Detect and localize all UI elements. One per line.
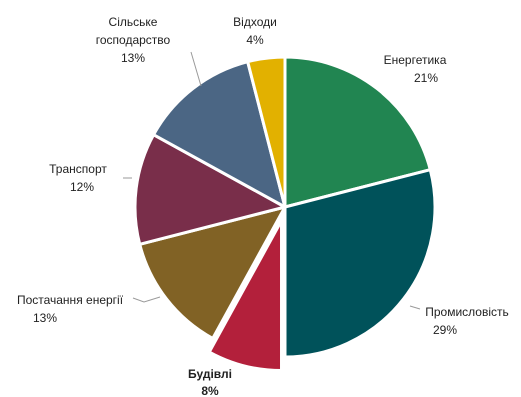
slice-name-label-6: Сільське bbox=[109, 15, 158, 29]
leader-line-6 bbox=[190, 51, 202, 87]
slice-value-label-5: 12% bbox=[70, 180, 94, 194]
pie-slice-7 bbox=[246, 55, 287, 209]
pie-slice-5 bbox=[133, 133, 287, 246]
slice-name-label-7: Відходи bbox=[233, 15, 277, 29]
slice-name-label-4: Постачання енергії bbox=[17, 293, 124, 307]
slice-name-label-6: господарство bbox=[96, 33, 171, 47]
slice-value-label-3: 8% bbox=[201, 384, 219, 397]
pie-slice-2 bbox=[283, 168, 437, 359]
slice-name-label-5: Транспорт bbox=[49, 162, 107, 176]
pie-slice-4 bbox=[138, 205, 287, 340]
slice-name-label-1: Енергетика bbox=[384, 53, 447, 67]
pie-slice-3 bbox=[207, 219, 284, 373]
slice-value-label-2: 29% bbox=[433, 323, 457, 337]
slice-value-label-6: 13% bbox=[121, 51, 145, 65]
pie-slice-1 bbox=[283, 55, 432, 209]
leader-line-2 bbox=[409, 305, 421, 310]
slice-value-label-4: 13% bbox=[33, 311, 57, 325]
slice-name-label-2: Промисловість bbox=[425, 305, 509, 319]
slice-name-label-3: Будівлі bbox=[188, 367, 232, 381]
slice-value-label-1: 21% bbox=[414, 71, 438, 85]
leader-line-4 bbox=[132, 296, 161, 303]
pie-slice-6 bbox=[152, 60, 287, 209]
slice-value-label-7: 4% bbox=[246, 33, 264, 47]
